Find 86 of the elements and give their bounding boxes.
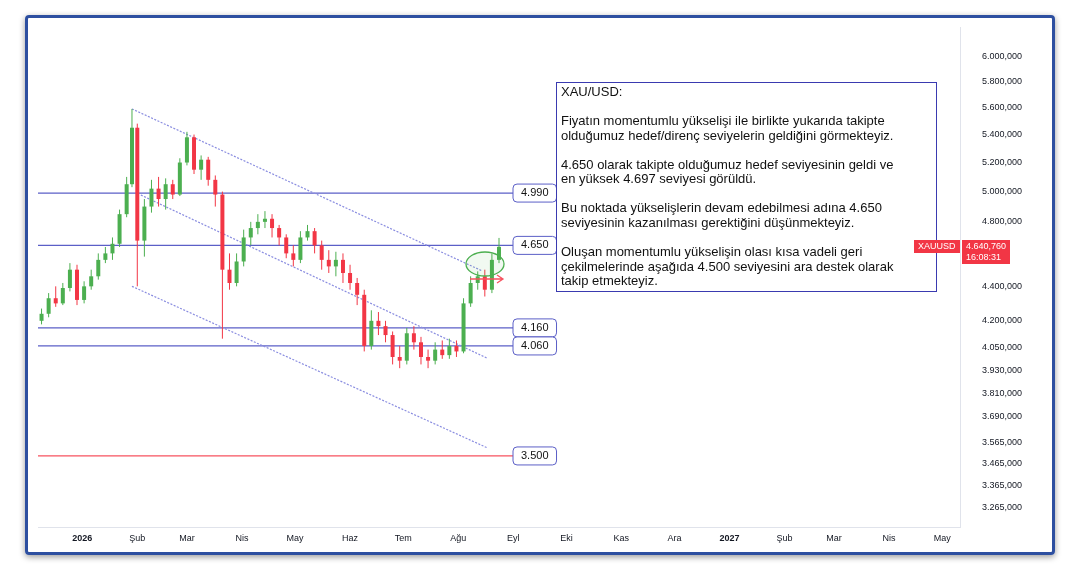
candlestick [319, 240, 324, 271]
x-tick-label: Şub [776, 532, 793, 543]
y-tick-label: 5.000,000 [982, 186, 1023, 197]
candlestick [418, 336, 423, 365]
annotation: XAUUSD [914, 239, 960, 253]
candlestick [199, 154, 204, 181]
x-tick-label: Eki [560, 532, 573, 543]
candlestick [149, 179, 154, 214]
y-tick-label: 3.690,000 [982, 411, 1023, 422]
x-tick-label: Mar [179, 532, 195, 543]
candlestick [277, 224, 282, 246]
y-tick-label: 4.400,000 [982, 280, 1023, 291]
x-tick-label: Nis [882, 532, 897, 543]
y-tick-label: 4.050,000 [982, 342, 1023, 353]
candlestick [433, 341, 438, 365]
x-tick-label: Haz [342, 532, 359, 543]
candlestick [67, 262, 72, 292]
candlestick [170, 179, 175, 200]
y-tick-label: 5.800,000 [982, 76, 1023, 87]
candlestick [284, 233, 289, 259]
x-tick-label: Şub [129, 532, 146, 543]
y-tick-label: 5.600,000 [982, 102, 1023, 113]
candlestick [348, 264, 353, 291]
x-tick-label: May [933, 532, 952, 543]
candlestick [497, 237, 501, 264]
candlestick [326, 249, 331, 274]
candlestick [333, 251, 338, 277]
candlestick [440, 339, 445, 360]
x-tick-label: 2026 [72, 532, 93, 543]
x-tick-label: Kas [613, 532, 630, 543]
ref-line-label: 4.990 [521, 186, 549, 199]
candlestick [46, 292, 51, 318]
y-tick-label: 4.200,000 [982, 315, 1023, 326]
candlestick [89, 269, 94, 291]
x-tick-label: Nis [235, 532, 249, 543]
candlestick [163, 177, 168, 211]
y-tick-label: 3.265,000 [982, 501, 1023, 512]
ref-line-label: 3.500 [521, 448, 549, 461]
candlestick [447, 338, 452, 360]
candlestick [390, 330, 395, 365]
candlestick [426, 349, 431, 369]
candlestick [156, 176, 161, 208]
x-tick-label: Ağu [450, 532, 467, 543]
x-tick-label: Ara [667, 532, 682, 543]
candlestick [234, 252, 239, 287]
y-tick-label: 3.565,000 [982, 436, 1023, 447]
y-tick-label: 3.465,000 [982, 457, 1023, 468]
ref-line-label: 4.060 [521, 338, 549, 351]
y-tick-label: 3.810,000 [982, 387, 1023, 398]
y-tick-label: 5.200,000 [982, 157, 1023, 168]
candlestick [411, 325, 416, 351]
ref-line-label: 4.650 [521, 238, 549, 251]
candlestick [248, 221, 253, 246]
candlestick [96, 252, 101, 281]
candlestick [270, 213, 275, 238]
candlestick [227, 252, 232, 291]
x-tick-label: Tem [394, 532, 412, 543]
y-tick-label: 3.365,000 [982, 479, 1023, 490]
text: 4.640,760 16:08:31 [962, 239, 1011, 264]
candlestick [312, 227, 317, 254]
candlestick [397, 345, 402, 369]
x-tick-label: Mar [826, 532, 842, 543]
y-tick-label: 6.000,000 [982, 50, 1023, 61]
candlestick [291, 244, 296, 267]
candlestick [53, 285, 58, 308]
candlestick [340, 252, 345, 284]
candlestick [376, 311, 381, 336]
candlestick [213, 174, 218, 208]
candlestick [468, 275, 473, 308]
candlestick [82, 280, 87, 304]
candlestick [60, 282, 65, 306]
y-tick-label: 3.930,000 [982, 364, 1023, 375]
text: XAU/USD: Fiyatın momentumlu yükselişi ile birlikte yukarıda takipte olduğumuz hedef/direnç seviyelerin geldiğini görmekteyiz. 4.650 olarak takipte olduğumuz hedef seviyesinin geldi ve en yüksek 4.697 seviyesi görüldü. Bu noktada yükselişlerin devam edebilmesi adına 4.650 seviyesinin kazanılması gerektiğini düşünmekteyiz. Oluşan momentumlu yükselişin olası kısa vadeli geri çekilmelerinde aşağıda 4.500 seviyesini ara destek olarak takip etmekteyiz. [561, 84, 894, 289]
candlestick [255, 213, 260, 235]
candlestick [110, 236, 115, 261]
candlestick [355, 277, 360, 306]
candlestick [262, 210, 267, 229]
candlestick [383, 320, 388, 343]
x-tick-label: Eyl [506, 532, 520, 543]
ref-line-label: 4.160 [521, 320, 549, 333]
y-tick-label: 5.400,000 [982, 129, 1023, 140]
candlestick [206, 156, 211, 187]
x-tick-label: 2027 [719, 532, 740, 543]
candlestick [298, 230, 303, 264]
y-tick-label: 4.800,000 [982, 216, 1023, 227]
x-tick-label: May [286, 532, 305, 543]
